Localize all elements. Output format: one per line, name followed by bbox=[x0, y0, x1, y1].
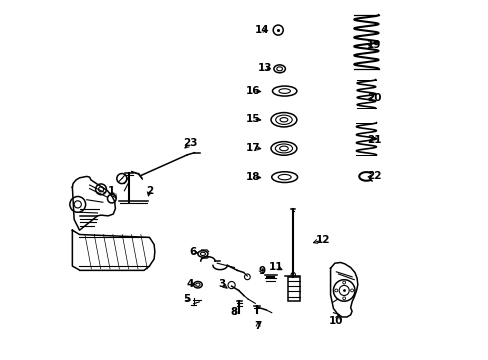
Text: 10: 10 bbox=[328, 316, 343, 325]
Text: 1: 1 bbox=[108, 186, 115, 196]
Text: 18: 18 bbox=[245, 172, 260, 182]
Text: 17: 17 bbox=[245, 143, 260, 153]
Text: 5: 5 bbox=[183, 294, 190, 304]
Text: 6: 6 bbox=[189, 247, 196, 257]
Text: 16: 16 bbox=[245, 86, 260, 96]
Text: 21: 21 bbox=[366, 135, 381, 145]
Text: 15: 15 bbox=[245, 114, 260, 124]
Text: 20: 20 bbox=[366, 93, 381, 103]
Text: 8: 8 bbox=[230, 307, 238, 317]
Text: 12: 12 bbox=[316, 234, 330, 244]
Text: 3: 3 bbox=[218, 279, 224, 289]
Text: 11: 11 bbox=[268, 262, 283, 272]
Text: 22: 22 bbox=[366, 171, 381, 181]
Text: 23: 23 bbox=[183, 139, 197, 148]
Text: 19: 19 bbox=[366, 40, 381, 50]
Bar bbox=[287, 277, 300, 301]
Text: 9: 9 bbox=[258, 266, 264, 276]
Text: 13: 13 bbox=[257, 63, 271, 73]
Text: 14: 14 bbox=[254, 25, 268, 35]
Text: 2: 2 bbox=[145, 186, 153, 196]
Text: 7: 7 bbox=[254, 321, 261, 331]
Text: 4: 4 bbox=[186, 279, 193, 289]
